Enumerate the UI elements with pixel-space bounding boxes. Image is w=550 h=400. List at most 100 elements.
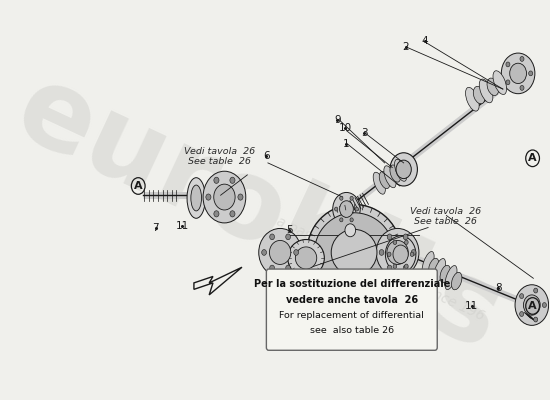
Text: 11: 11 — [465, 301, 478, 311]
FancyBboxPatch shape — [266, 269, 437, 350]
Text: A: A — [134, 181, 142, 191]
Text: 10: 10 — [338, 123, 351, 133]
Ellipse shape — [428, 258, 439, 276]
Ellipse shape — [396, 160, 411, 179]
Ellipse shape — [376, 228, 419, 276]
Text: Vedi tavola  26: Vedi tavola 26 — [184, 147, 255, 156]
Text: A: A — [529, 153, 537, 163]
Circle shape — [334, 207, 338, 211]
Circle shape — [286, 234, 290, 240]
Ellipse shape — [393, 245, 408, 264]
Ellipse shape — [445, 266, 457, 290]
Text: 6: 6 — [263, 152, 270, 162]
Text: a passion for motoring since 196: a passion for motoring since 196 — [274, 214, 487, 324]
Circle shape — [529, 71, 533, 76]
Text: 2: 2 — [403, 42, 409, 52]
Circle shape — [238, 194, 243, 200]
Circle shape — [355, 207, 359, 211]
Ellipse shape — [203, 171, 246, 223]
Circle shape — [387, 234, 392, 240]
Circle shape — [520, 312, 524, 316]
Ellipse shape — [501, 53, 535, 94]
Circle shape — [534, 317, 538, 322]
Circle shape — [340, 196, 343, 200]
Circle shape — [214, 211, 219, 217]
Ellipse shape — [510, 63, 526, 84]
Ellipse shape — [387, 240, 408, 264]
Text: see  also table 26: see also table 26 — [310, 326, 394, 335]
Circle shape — [230, 177, 235, 183]
Circle shape — [387, 252, 391, 256]
Ellipse shape — [295, 247, 317, 269]
Circle shape — [294, 250, 299, 255]
Ellipse shape — [390, 165, 400, 182]
Text: See table  26: See table 26 — [188, 156, 250, 166]
Text: 11: 11 — [176, 221, 189, 231]
Ellipse shape — [187, 178, 205, 218]
Ellipse shape — [384, 166, 396, 188]
Ellipse shape — [515, 285, 548, 325]
Ellipse shape — [373, 172, 386, 194]
Ellipse shape — [440, 265, 450, 283]
Text: 3: 3 — [361, 128, 367, 138]
Text: 7: 7 — [152, 222, 159, 232]
Circle shape — [404, 264, 408, 268]
Ellipse shape — [524, 295, 540, 315]
Circle shape — [393, 240, 397, 244]
Circle shape — [403, 265, 408, 271]
Ellipse shape — [422, 252, 434, 276]
Ellipse shape — [465, 87, 479, 111]
Circle shape — [262, 250, 266, 255]
Ellipse shape — [288, 240, 324, 276]
Ellipse shape — [333, 192, 360, 226]
Ellipse shape — [493, 71, 507, 94]
Ellipse shape — [479, 79, 493, 103]
Ellipse shape — [331, 229, 377, 276]
Circle shape — [214, 177, 219, 183]
Text: 8: 8 — [495, 282, 502, 292]
Text: 5: 5 — [286, 225, 293, 235]
Circle shape — [404, 240, 408, 244]
Ellipse shape — [307, 204, 402, 300]
Circle shape — [520, 294, 524, 298]
Text: vedere anche tavola  26: vedere anche tavola 26 — [286, 294, 418, 304]
Ellipse shape — [270, 240, 291, 264]
Ellipse shape — [386, 236, 416, 273]
Circle shape — [270, 234, 274, 240]
Text: Vedi tavola  26: Vedi tavola 26 — [410, 207, 481, 216]
Circle shape — [506, 62, 510, 67]
Text: See table  26: See table 26 — [414, 216, 477, 226]
Text: eurobits: eurobits — [0, 55, 518, 373]
Polygon shape — [194, 267, 242, 295]
Circle shape — [387, 265, 392, 271]
Text: 1: 1 — [343, 140, 350, 150]
Ellipse shape — [214, 184, 235, 210]
Text: For replacement of differential: For replacement of differential — [279, 311, 424, 320]
Circle shape — [542, 303, 547, 308]
Ellipse shape — [452, 272, 462, 290]
Text: A: A — [529, 301, 537, 311]
Circle shape — [520, 56, 524, 61]
Circle shape — [270, 265, 274, 271]
Circle shape — [393, 264, 397, 268]
Circle shape — [286, 265, 290, 271]
Text: Per la sostituzione del differenziale: Per la sostituzione del differenziale — [254, 279, 450, 289]
Ellipse shape — [258, 228, 301, 276]
Circle shape — [520, 86, 524, 90]
Circle shape — [411, 250, 416, 255]
Ellipse shape — [394, 159, 406, 181]
Circle shape — [340, 218, 343, 222]
Circle shape — [230, 211, 235, 217]
Ellipse shape — [474, 86, 485, 104]
Ellipse shape — [339, 201, 353, 217]
Ellipse shape — [487, 78, 499, 96]
Ellipse shape — [433, 258, 446, 282]
Circle shape — [410, 252, 414, 256]
Circle shape — [350, 196, 353, 200]
Circle shape — [506, 80, 510, 85]
Ellipse shape — [379, 171, 390, 188]
Circle shape — [345, 224, 356, 237]
Circle shape — [534, 288, 538, 293]
Circle shape — [206, 194, 211, 200]
Ellipse shape — [191, 185, 201, 211]
